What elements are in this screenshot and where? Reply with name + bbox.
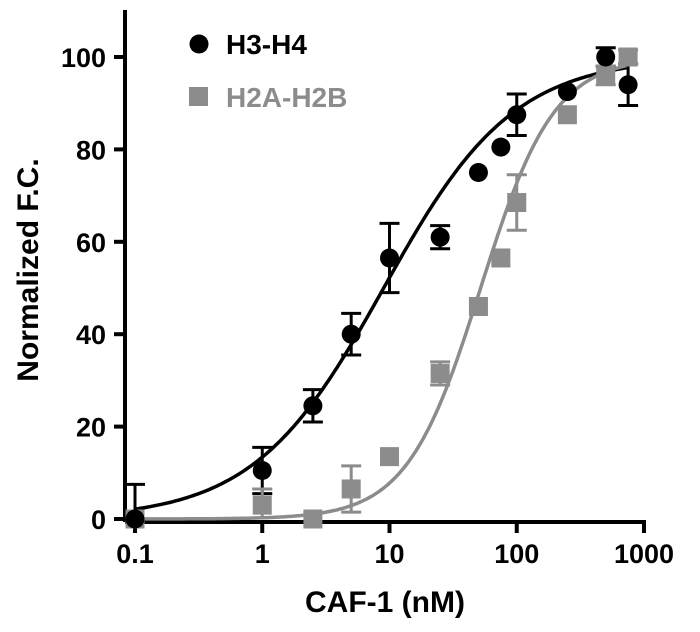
fit-curve-h3-h4	[134, 65, 629, 511]
data-point-h3-h4	[507, 105, 527, 125]
x-tick-label: 0.1	[116, 539, 154, 569]
legend-marker-h3-h4	[189, 34, 209, 54]
y-tick-label: 80	[76, 135, 106, 165]
x-axis-title: CAF-1 (nM)	[305, 586, 465, 619]
data-point-h3-h4	[303, 396, 323, 416]
ticks: 0.1 1 10 100 1000 0 20 40 60 80 100	[61, 43, 674, 569]
legend-label-h2a-h2b: H2A-H2B	[226, 82, 347, 113]
data-point-h2a-h2b	[507, 193, 527, 213]
data-point-h2a-h2b	[380, 447, 399, 467]
y-tick-label: 20	[76, 413, 106, 443]
y-axis-title: Normalized F.C.	[12, 158, 45, 381]
data-point-h2a-h2b	[430, 363, 450, 383]
data-point-h3-h4	[596, 47, 616, 67]
data-point-h3-h4	[380, 248, 399, 268]
data-point-h3-h4	[252, 460, 272, 480]
data-point-h3-h4	[341, 324, 361, 344]
data-point-h3-h4	[468, 163, 488, 182]
data-point-h2a-h2b	[596, 65, 616, 85]
data-point-h2a-h2b	[303, 509, 323, 529]
data-point-h2a-h2b	[557, 105, 577, 125]
data-point-h3-h4	[618, 75, 638, 95]
plot-area: 0.1 1 10 100 1000 0 20 40 60 80 100	[61, 10, 674, 569]
data-point-h3-h4	[491, 137, 511, 157]
x-tick-label: 1000	[614, 539, 674, 569]
data-point-h2a-h2b	[252, 495, 272, 515]
y-tick-label: 60	[76, 228, 106, 258]
y-tick-label: 0	[91, 505, 106, 535]
legend-label-h3-h4: H3-H4	[226, 29, 307, 60]
data-point-h3-h4	[430, 227, 450, 247]
data-point-h2a-h2b	[491, 248, 511, 268]
data-point-h3-h4	[557, 82, 577, 102]
x-tick-label: 10	[374, 539, 404, 569]
data-markers	[125, 47, 638, 529]
y-tick-label: 40	[76, 320, 106, 350]
data-point-h2a-h2b	[468, 296, 488, 316]
x-tick-label: 1	[255, 539, 270, 569]
x-tick-label: 100	[494, 539, 539, 569]
data-point-h2a-h2b	[341, 479, 361, 499]
data-point-h3-h4	[125, 509, 145, 529]
fit-curve-h2a-h2b	[135, 63, 629, 521]
y-tick-label: 100	[61, 43, 106, 73]
data-point-h2a-h2b	[618, 47, 638, 67]
legend-marker-h2a-h2b	[189, 87, 208, 106]
legend: H3-H4 H2A-H2B	[189, 29, 347, 113]
